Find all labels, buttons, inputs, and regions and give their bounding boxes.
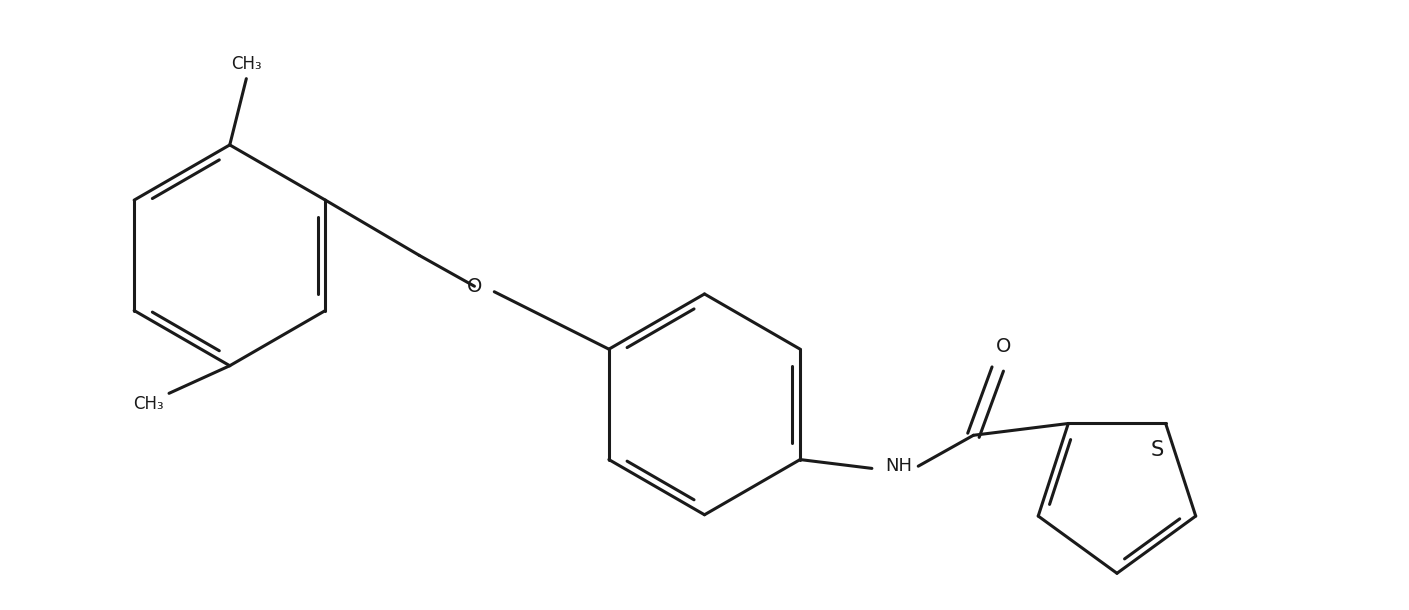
- Text: S: S: [1150, 440, 1164, 460]
- Text: CH₃: CH₃: [132, 395, 163, 414]
- Text: CH₃: CH₃: [231, 55, 262, 73]
- Text: O: O: [996, 337, 1010, 356]
- Text: O: O: [466, 277, 482, 296]
- Text: NH: NH: [885, 457, 912, 475]
